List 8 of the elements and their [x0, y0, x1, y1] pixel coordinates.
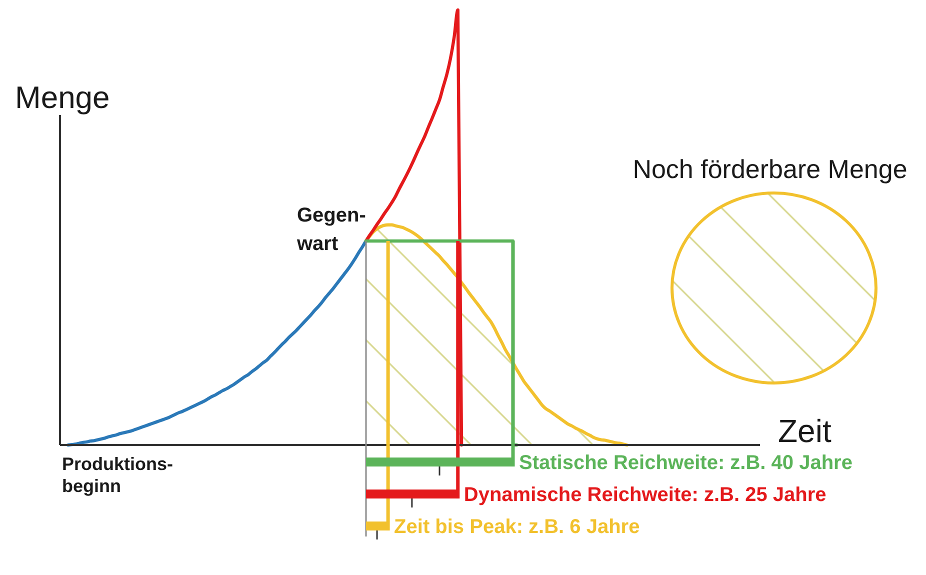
y-axis-title: Menge — [15, 80, 110, 115]
data-label: Dynamische Reichweite: z.B. 25 Jahre — [464, 484, 826, 506]
x-axis-title: Zeit — [778, 413, 832, 449]
data-label: Statische Reichweite: z.B. 40 Jahre — [519, 452, 852, 474]
annotation: Gegen- wart — [296, 204, 366, 255]
text: Noch förderbare Menge — [632, 154, 908, 184]
text: Produktions- beginn — [62, 454, 174, 496]
data-label: Zeit bis Peak: z.B. 6 Jahre — [394, 516, 640, 538]
